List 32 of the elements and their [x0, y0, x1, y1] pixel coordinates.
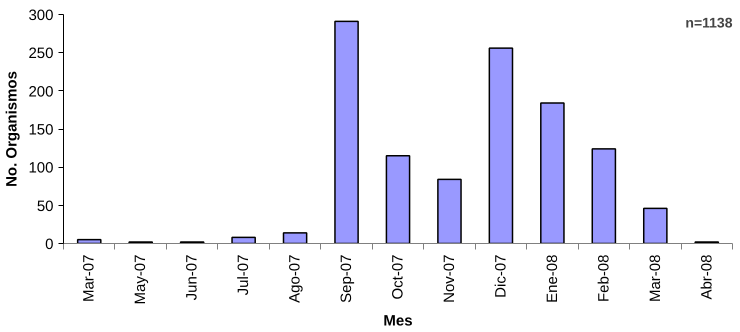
y-axis-title: No. Organismos [3, 71, 20, 187]
y-tick-label: 200 [28, 83, 54, 100]
x-tick-label: Jun-07 [184, 254, 201, 300]
bar [282, 232, 308, 244]
x-tick-label: Mar-07 [80, 254, 98, 302]
y-tick-label: 100 [28, 160, 54, 177]
x-tick-label: Jul-07 [235, 254, 252, 296]
y-tick-label: 250 [28, 45, 54, 62]
bar [488, 47, 514, 244]
bar [642, 208, 668, 244]
bar [592, 148, 616, 244]
x-tick-label: Nov-07 [440, 254, 458, 303]
x-tick-label: Dic-07 [492, 254, 510, 298]
bar [540, 102, 565, 244]
bar [231, 236, 256, 244]
x-tick-label: Abr-08 [698, 254, 716, 300]
y-tick-label: 300 [28, 7, 54, 24]
bar [386, 154, 410, 244]
x-tick-label: Feb-08 [595, 254, 612, 302]
x-tick-label: May-07 [132, 254, 150, 305]
x-tick-label: Ene-08 [544, 254, 561, 303]
x-tick-label: Oct-07 [390, 254, 406, 300]
bar [437, 178, 462, 244]
annotation: n=1138 [685, 14, 733, 30]
y-tick-label: 150 [28, 122, 54, 138]
x-tick-label: Sep-07 [338, 254, 356, 303]
y-tick-label: 50 [36, 198, 54, 215]
x-axis-title: Mes [383, 312, 413, 330]
y-tick-label: 0 [45, 236, 54, 253]
x-tick-label: Mar-08 [646, 254, 664, 302]
x-tick-label: Ago-07 [286, 254, 304, 303]
bar [334, 20, 359, 244]
